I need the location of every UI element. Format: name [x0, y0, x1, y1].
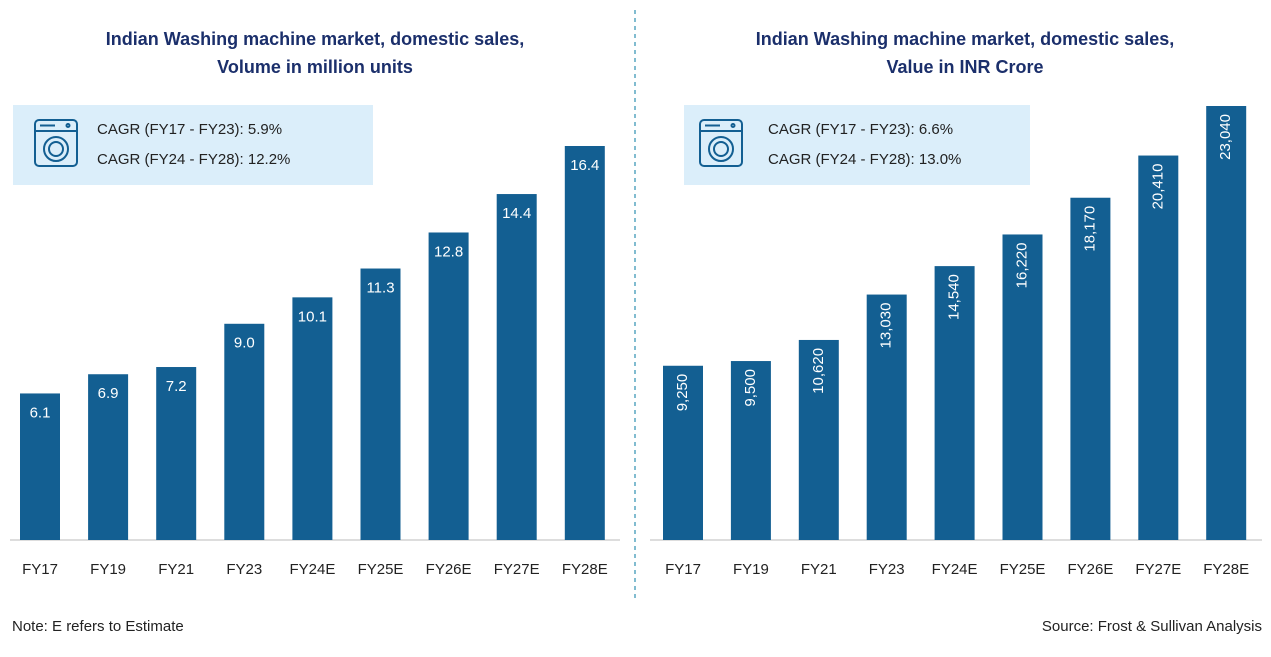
bar [730, 361, 771, 540]
bar [20, 393, 60, 540]
bar [292, 297, 333, 540]
data-label: 13,030 [878, 303, 895, 349]
bar [496, 194, 537, 541]
x-tick-label: FY21 [158, 561, 194, 578]
data-label: 16.4 [570, 157, 599, 174]
x-tick-label: FY26E [426, 561, 472, 578]
data-label: 20,410 [1149, 164, 1166, 210]
chart-subtitle: Volume in million units [217, 57, 413, 77]
data-label: 23,040 [1217, 114, 1234, 160]
data-label: 14,540 [946, 274, 963, 320]
x-tick-label: FY17 [665, 561, 701, 578]
cagr-text: CAGR (FY17 - FY23): 6.6% [768, 121, 953, 138]
washer-icon [699, 119, 743, 167]
x-tick-label: FY19 [733, 561, 769, 578]
x-tick-label: FY25E [358, 561, 404, 578]
bar [934, 266, 975, 540]
data-label: 6.1 [30, 404, 51, 421]
x-tick-label: FY21 [801, 561, 837, 578]
x-tick-label: FY23 [869, 561, 905, 578]
chart-title: Indian Washing machine market, domestic … [106, 29, 524, 49]
source: Source: Frost & Sullivan Analysis [1042, 618, 1262, 635]
x-tick-label: FY27E [494, 561, 540, 578]
bar [360, 268, 401, 540]
chart-subtitle: Value in INR Crore [886, 57, 1043, 77]
cagr-box [684, 105, 1030, 185]
x-tick-label: FY25E [1000, 561, 1046, 578]
washer-icon [34, 119, 78, 167]
cagr-box [13, 105, 373, 185]
note: Note: E refers to Estimate [12, 618, 184, 635]
data-label: 16,220 [1013, 242, 1030, 288]
bar [798, 339, 839, 540]
x-tick-label: FY27E [1135, 561, 1181, 578]
bar [663, 365, 703, 540]
data-label: 7.2 [166, 378, 187, 395]
data-label: 10.1 [298, 308, 327, 325]
data-label: 18,170 [1081, 206, 1098, 252]
x-tick-label: FY26E [1067, 561, 1113, 578]
bar [564, 146, 605, 540]
bar [428, 232, 469, 541]
chart-title: Indian Washing machine market, domestic … [756, 29, 1174, 49]
data-label: 12.8 [434, 243, 463, 260]
data-label: 9,500 [742, 369, 759, 407]
bar [866, 294, 907, 540]
bar [156, 367, 197, 540]
x-tick-label: FY28E [1203, 561, 1249, 578]
bar [88, 374, 129, 540]
x-tick-label: FY24E [932, 561, 978, 578]
x-tick-label: FY24E [289, 561, 335, 578]
x-tick-label: FY28E [562, 561, 608, 578]
data-label: 10,620 [810, 348, 827, 394]
bar [1138, 155, 1179, 540]
data-label: 14.4 [502, 205, 531, 222]
x-tick-label: FY23 [226, 561, 262, 578]
x-tick-label: FY17 [22, 561, 58, 578]
bar [1206, 106, 1247, 540]
cagr-text: CAGR (FY24 - FY28): 13.0% [768, 151, 961, 168]
data-label: 9,250 [674, 374, 691, 412]
data-label: 11.3 [366, 279, 394, 296]
data-label: 6.9 [98, 385, 119, 402]
cagr-text: CAGR (FY17 - FY23): 5.9% [97, 121, 282, 138]
x-tick-label: FY19 [90, 561, 126, 578]
bar [1070, 197, 1111, 541]
bar [1002, 234, 1043, 540]
data-label: 9.0 [234, 335, 255, 352]
cagr-text: CAGR (FY24 - FY28): 12.2% [97, 151, 290, 168]
bar [224, 323, 265, 540]
